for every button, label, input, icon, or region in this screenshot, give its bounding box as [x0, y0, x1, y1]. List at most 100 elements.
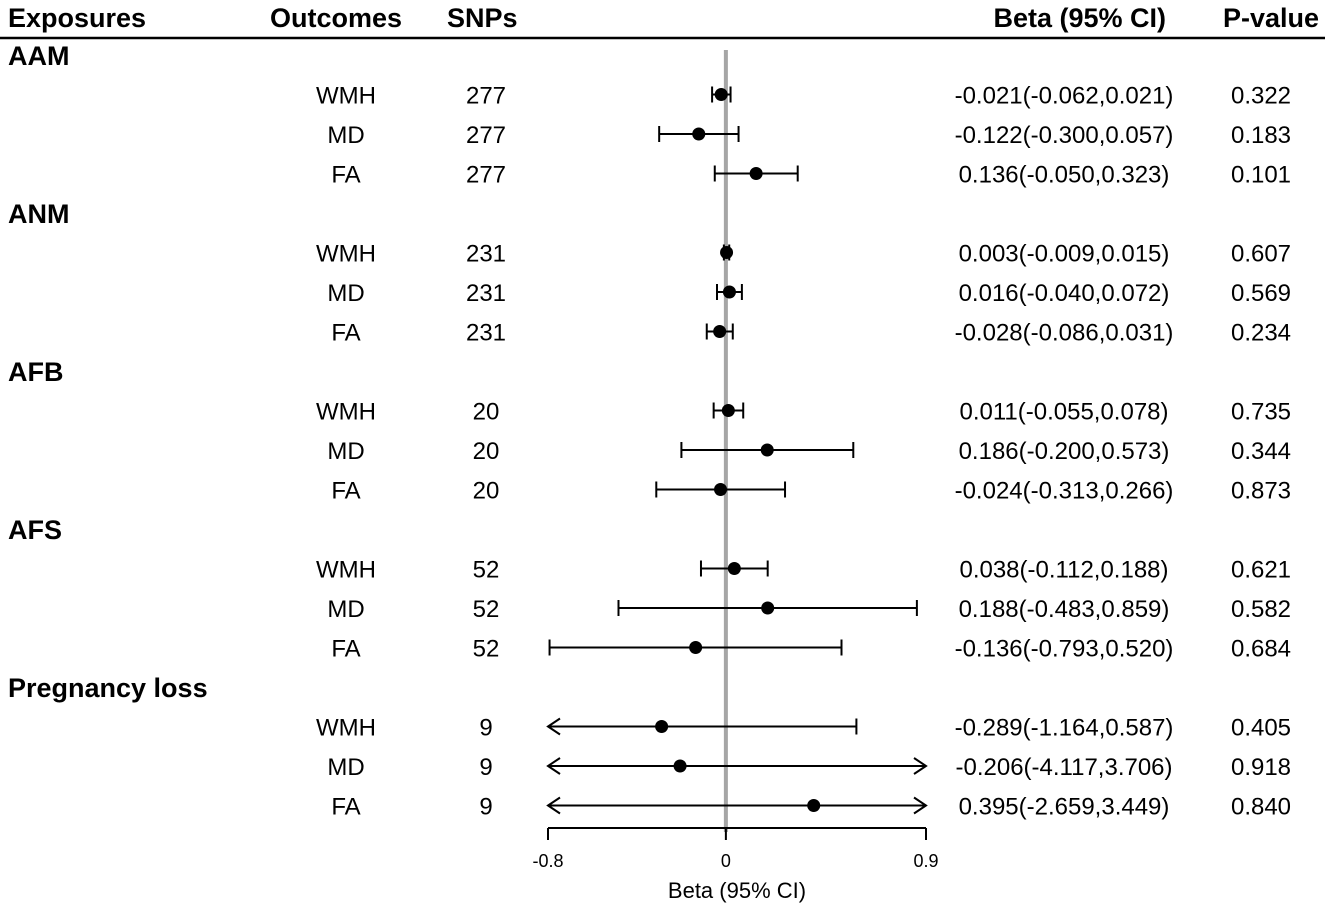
p-value: 0.607 — [1231, 241, 1291, 268]
p-value: 0.234 — [1231, 320, 1291, 347]
outcome-label: MD — [327, 596, 364, 623]
snps-value: 277 — [466, 122, 506, 149]
p-value: 0.873 — [1231, 478, 1291, 505]
snps-value: 9 — [479, 754, 492, 781]
snps-value: 20 — [473, 399, 500, 426]
snps-value: 277 — [466, 83, 506, 110]
point-estimate — [689, 641, 703, 654]
beta-ci-text: -0.028(-0.086,0.031) — [955, 320, 1174, 347]
x-axis: -0.8 0 0.9 Beta (95% CI) — [532, 827, 939, 903]
outcome-label: FA — [331, 162, 360, 189]
point-estimate — [760, 443, 774, 457]
outcome-label: MD — [327, 438, 364, 465]
snps-value: 231 — [466, 320, 506, 347]
beta-ci-text: 0.011(-0.055,0.078) — [959, 399, 1168, 426]
snps-value: 20 — [473, 478, 500, 505]
forest-row: FA 277 0.136(-0.050,0.323) 0.101 — [331, 162, 1291, 189]
beta-ci-text: 0.003(-0.009,0.015) — [959, 241, 1170, 268]
point-estimate — [692, 127, 706, 141]
group-label: AFB — [8, 357, 64, 387]
forest-row: WMH 277 -0.021(-0.062,0.021) 0.322 — [316, 83, 1291, 110]
forest-row: WMH 9 -0.289(-1.164,0.587) 0.405 — [316, 715, 1291, 742]
point-estimate — [673, 759, 687, 773]
point-estimate — [713, 325, 727, 338]
snps-value: 9 — [479, 715, 492, 742]
p-value: 0.101 — [1231, 162, 1291, 189]
forest-row: MD 9 -0.206(-4.117,3.706) 0.918 — [327, 754, 1291, 781]
p-value: 0.322 — [1231, 83, 1291, 110]
header-pvalue: P-value — [1223, 3, 1319, 33]
point-estimate — [721, 404, 735, 417]
point-estimate — [714, 88, 728, 101]
outcome-label: FA — [331, 320, 360, 347]
outcome-label: WMH — [316, 399, 376, 426]
x-axis-label: Beta (95% CI) — [668, 878, 806, 903]
point-estimate — [807, 799, 821, 812]
forest-row: FA 9 0.395(-2.659,3.449) 0.840 — [331, 794, 1291, 821]
snps-value: 231 — [466, 280, 506, 307]
forest-row: MD 20 0.186(-0.200,0.573) 0.344 — [327, 438, 1291, 465]
ci-arrow-left — [546, 796, 561, 815]
outcome-label: MD — [327, 754, 364, 781]
snps-value: 52 — [473, 596, 500, 623]
forest-row: MD 52 0.188(-0.483,0.859) 0.582 — [327, 596, 1291, 623]
ci-arrow-left — [546, 717, 561, 736]
p-value: 0.621 — [1231, 557, 1291, 584]
beta-ci-text: 0.016(-0.040,0.072) — [959, 280, 1170, 307]
p-value: 0.183 — [1231, 122, 1291, 149]
ci-arrow-left — [546, 757, 561, 775]
forest-row: MD 277 -0.122(-0.300,0.057) 0.183 — [327, 122, 1291, 149]
point-estimate — [722, 285, 736, 299]
point-estimate — [749, 167, 763, 180]
header-beta: Beta (95% CI) — [993, 3, 1166, 33]
p-value: 0.405 — [1231, 715, 1291, 742]
axis-tick-label: -0.8 — [532, 851, 563, 871]
point-estimate — [727, 562, 741, 575]
p-value: 0.918 — [1231, 754, 1291, 781]
point-estimate — [655, 720, 669, 733]
outcome-label: MD — [327, 280, 364, 307]
p-value: 0.735 — [1231, 399, 1291, 426]
point-estimate — [720, 246, 734, 259]
beta-ci-text: -0.136(-0.793,0.520) — [955, 636, 1174, 663]
outcome-label: WMH — [316, 715, 376, 742]
forest-row: WMH 52 0.038(-0.112,0.188) 0.621 — [316, 557, 1291, 584]
snps-value: 52 — [473, 636, 500, 663]
forest-row: MD 231 0.016(-0.040,0.072) 0.569 — [327, 280, 1291, 307]
beta-ci-text: -0.024(-0.313,0.266) — [955, 478, 1174, 505]
header-outcomes: Outcomes — [270, 3, 402, 33]
axis-tick-label: 0.9 — [913, 851, 938, 871]
forest-row: FA 52 -0.136(-0.793,0.520) 0.684 — [331, 636, 1291, 663]
point-estimate — [761, 601, 775, 615]
group-label: AFS — [8, 515, 62, 545]
beta-ci-text: 0.136(-0.050,0.323) — [959, 162, 1170, 189]
outcome-label: FA — [331, 478, 360, 505]
outcome-label: WMH — [316, 557, 376, 584]
beta-ci-text: -0.289(-1.164,0.587) — [955, 715, 1174, 742]
beta-ci-text: 0.188(-0.483,0.859) — [959, 596, 1170, 623]
snps-value: 231 — [466, 241, 506, 268]
p-value: 0.569 — [1231, 280, 1291, 307]
outcome-label: FA — [331, 794, 360, 821]
ci-arrow-right — [913, 757, 928, 775]
forest-row: WMH 20 0.011(-0.055,0.078) 0.735 — [316, 399, 1291, 426]
outcome-label: WMH — [316, 241, 376, 268]
axis-tick-label: 0 — [721, 851, 731, 871]
group-label: ANM — [8, 199, 70, 229]
outcome-label: FA — [331, 636, 360, 663]
forest-row: FA 231 -0.028(-0.086,0.031) 0.234 — [331, 320, 1291, 347]
beta-ci-text: -0.021(-0.062,0.021) — [955, 83, 1174, 110]
beta-ci-text: 0.395(-2.659,3.449) — [959, 794, 1170, 821]
snps-value: 277 — [466, 162, 506, 189]
forest-row: WMH 231 0.003(-0.009,0.015) 0.607 — [316, 241, 1291, 268]
beta-ci-text: 0.038(-0.112,0.188) — [959, 557, 1168, 584]
group-label: AAM — [8, 41, 70, 71]
header-snps: SNPs — [447, 3, 518, 33]
p-value: 0.684 — [1231, 636, 1291, 663]
ci-arrow-right — [913, 796, 928, 815]
forest-row: FA 20 -0.024(-0.313,0.266) 0.873 — [331, 478, 1291, 505]
forest-rows: AAM WMH 277 -0.021(-0.062,0.021) 0.322 MD 277 -… — [8, 41, 1291, 821]
beta-ci-text: -0.122(-0.300,0.057) — [955, 122, 1174, 149]
beta-ci-text: -0.206(-4.117,3.706) — [955, 754, 1172, 781]
